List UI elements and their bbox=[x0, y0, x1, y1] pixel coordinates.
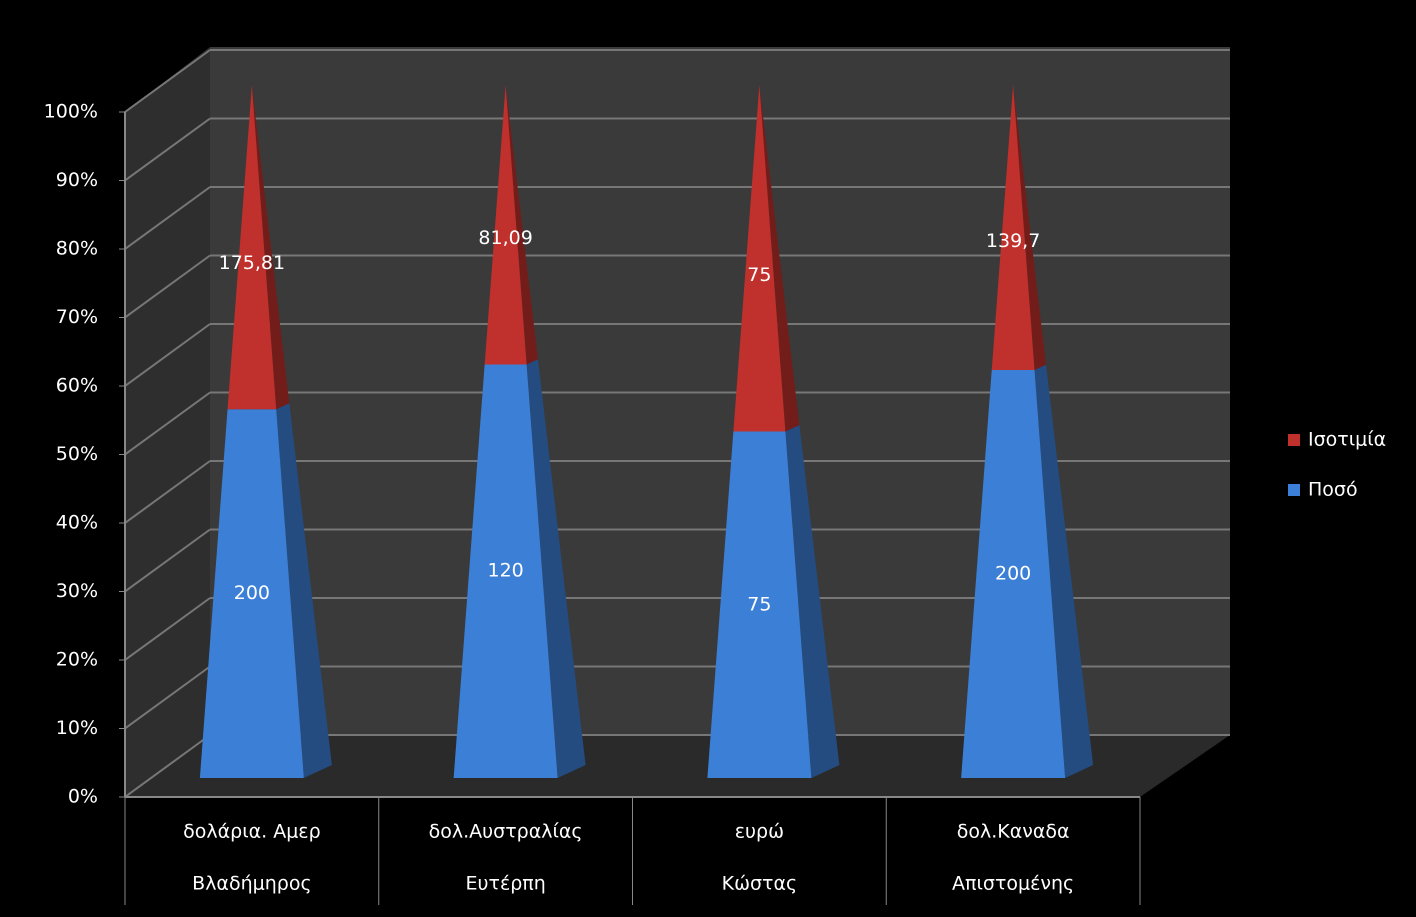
y-tick-label: 90% bbox=[56, 169, 98, 191]
pyramid-front bbox=[991, 85, 1035, 370]
grid-line bbox=[124, 391, 211, 456]
y-tick-label: 50% bbox=[56, 443, 98, 465]
data-label: 200 bbox=[234, 582, 270, 604]
y-tick-label: 80% bbox=[56, 238, 98, 260]
x-group-label: Ευτέρπη bbox=[466, 873, 546, 895]
pyramid-front bbox=[733, 85, 786, 432]
data-label: 200 bbox=[995, 562, 1031, 584]
grid-line bbox=[124, 117, 211, 182]
grid-line bbox=[124, 665, 211, 730]
x-group-label: Κώστας bbox=[722, 873, 798, 895]
data-label: 75 bbox=[747, 593, 771, 615]
grid-line bbox=[124, 597, 211, 661]
y-tick-label: 70% bbox=[56, 306, 98, 328]
grid-line bbox=[124, 186, 211, 250]
x-tick-label: δολ.Καναδα bbox=[957, 821, 1070, 843]
y-tick-label: 20% bbox=[56, 649, 98, 671]
grid-line bbox=[124, 323, 211, 387]
y-tick-label: 60% bbox=[56, 375, 98, 397]
pyramid-front bbox=[707, 431, 812, 778]
data-label: 120 bbox=[487, 560, 523, 582]
pyramid-side bbox=[759, 85, 800, 432]
y-tick-label: 100% bbox=[44, 101, 98, 123]
data-label: 81,09 bbox=[478, 227, 532, 249]
side-wall bbox=[125, 47, 210, 797]
data-label: 175,81 bbox=[219, 252, 285, 274]
pyramid-front bbox=[484, 85, 527, 365]
x-tick-label: ευρώ bbox=[735, 821, 784, 843]
grid-line bbox=[124, 49, 211, 113]
pyramid-front bbox=[961, 369, 1066, 778]
floor bbox=[125, 735, 1230, 797]
pyramid-front bbox=[227, 85, 277, 410]
x-group-label: Απιστομένης bbox=[952, 873, 1074, 895]
y-tick-label: 10% bbox=[56, 717, 98, 739]
x-tick-label: δολ.Αυστραλίας bbox=[429, 821, 583, 843]
grid-line bbox=[124, 460, 211, 524]
legend-swatch bbox=[1288, 484, 1300, 496]
y-tick-label: 30% bbox=[56, 580, 98, 602]
pyramid-side bbox=[251, 85, 290, 410]
pyramid-side bbox=[505, 85, 538, 365]
x-tick-label: δολάρια. Αμερ bbox=[183, 821, 321, 843]
pyramid-side bbox=[276, 403, 332, 778]
grid-line bbox=[124, 528, 211, 593]
grid-line bbox=[124, 254, 211, 319]
grid-line bbox=[124, 734, 211, 798]
pyramid-front bbox=[199, 409, 304, 778]
pyramid-side bbox=[1013, 85, 1047, 370]
y-tick-label: 0% bbox=[68, 786, 98, 808]
data-label: 139,7 bbox=[986, 230, 1040, 252]
legend-label: Ποσό bbox=[1308, 479, 1358, 501]
pyramid-side bbox=[1034, 364, 1094, 778]
legend-label: Ισοτιμία bbox=[1308, 429, 1386, 451]
pyramid-side bbox=[785, 425, 840, 778]
x-group-label: Βλαδήμηρος bbox=[192, 873, 311, 895]
legend-swatch bbox=[1288, 434, 1300, 446]
data-label: 75 bbox=[747, 264, 771, 286]
y-tick-label: 40% bbox=[56, 512, 98, 534]
pyramid-side bbox=[526, 359, 586, 778]
pyramid-front bbox=[453, 364, 558, 778]
